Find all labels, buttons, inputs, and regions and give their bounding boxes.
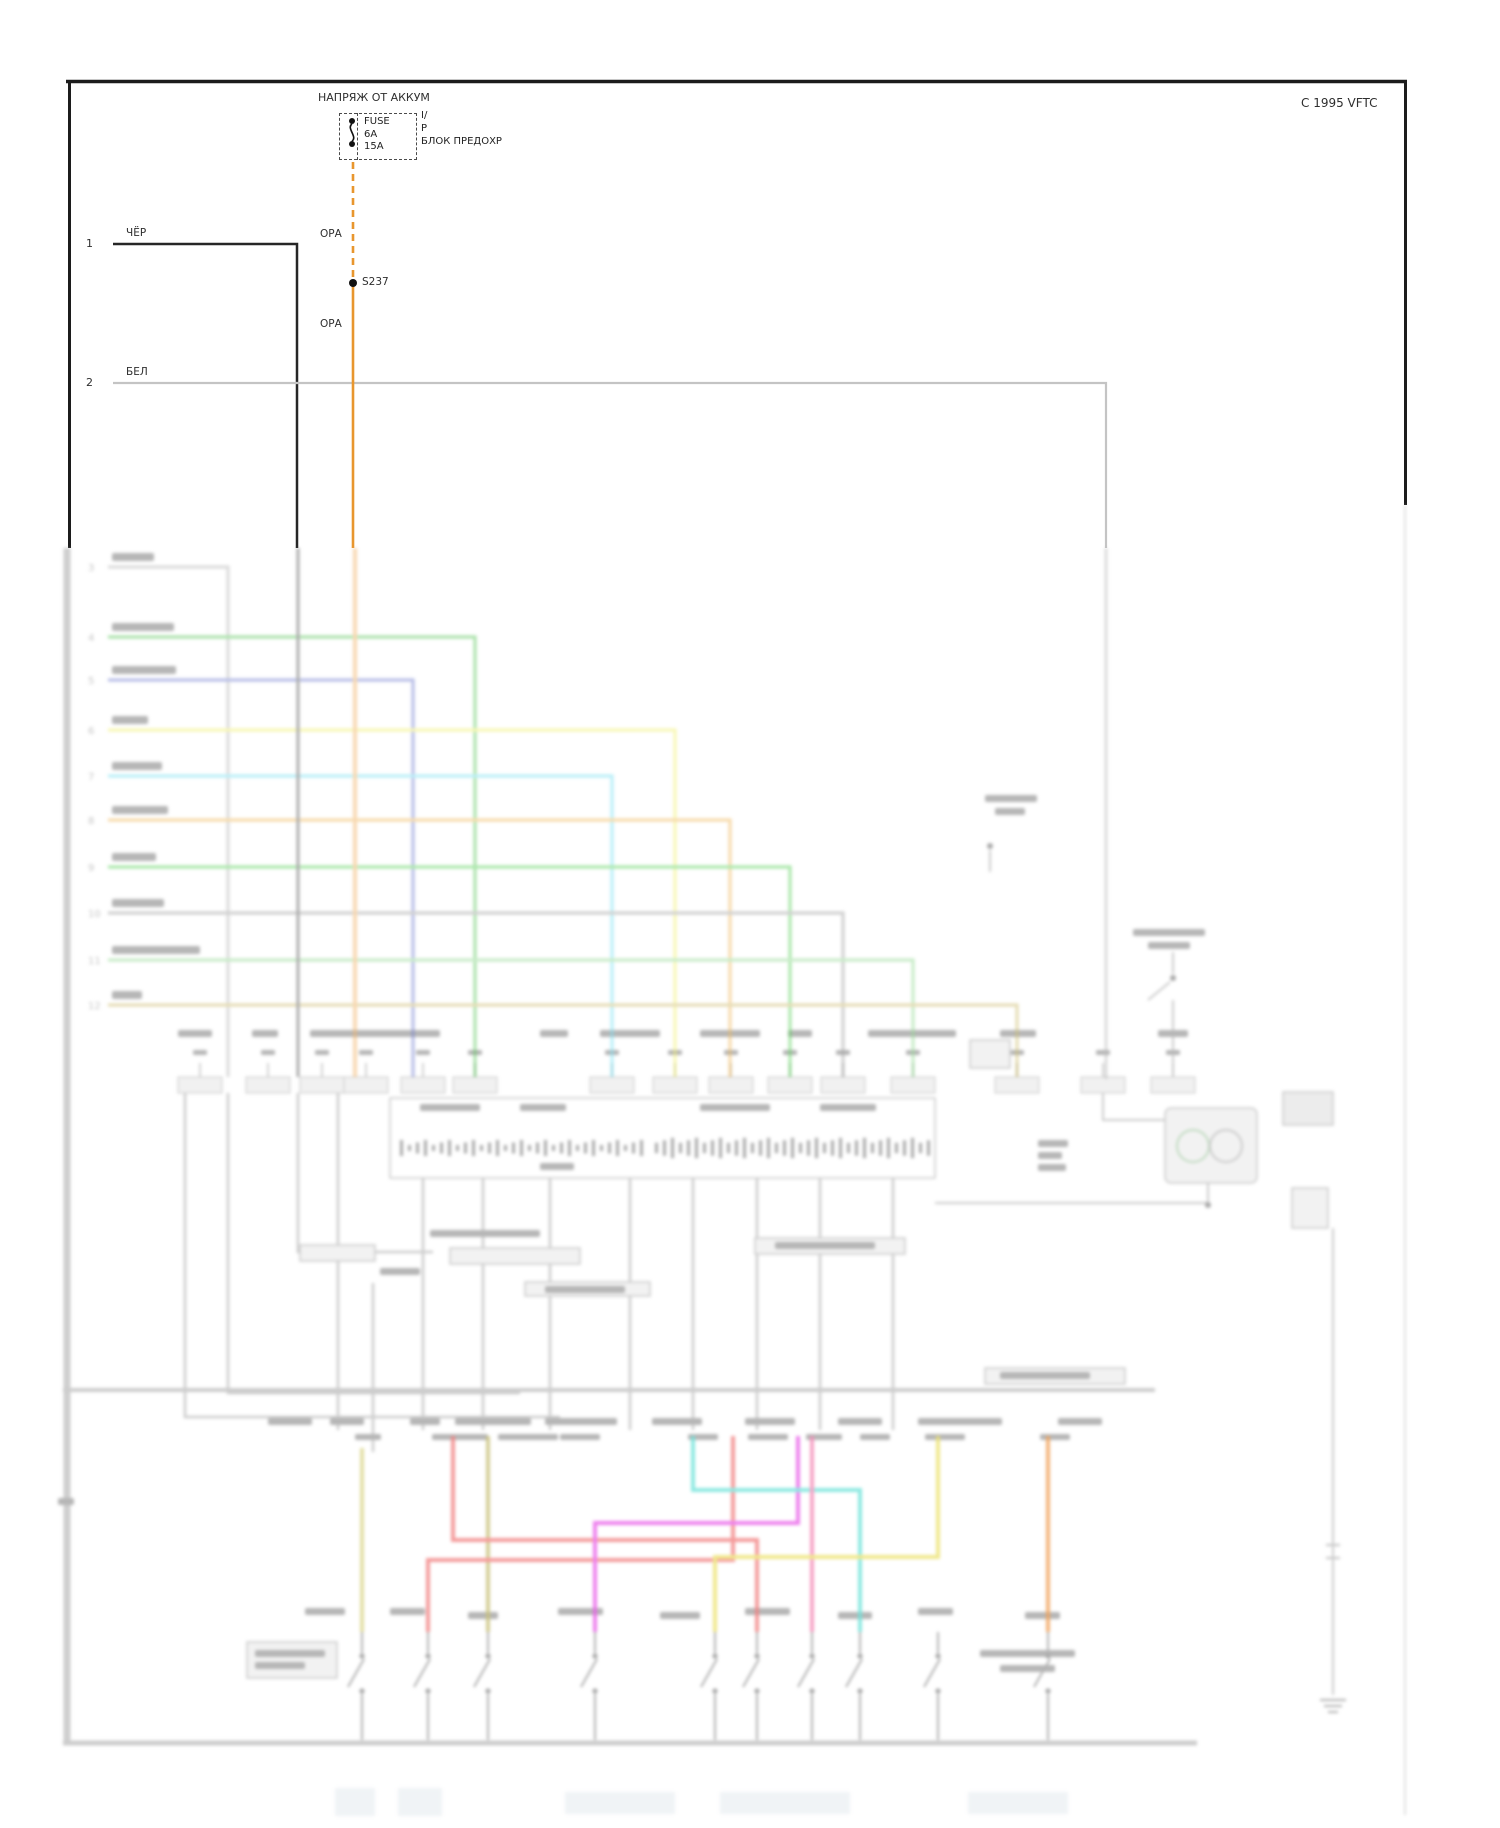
fuse-block-label: I/ P БЛОК ПРЕДОХР xyxy=(421,110,502,147)
battery-voltage-label: НАПРЯЖ ОТ АККУМ xyxy=(318,91,430,104)
svg-text:10: 10 xyxy=(88,909,101,920)
svg-text:12: 12 xyxy=(88,1001,101,1012)
fuse-rating-label: FUSE 6A 15A xyxy=(364,116,390,152)
wire2-color-label: БЕЛ xyxy=(126,366,148,378)
svg-text:3: 3 xyxy=(88,563,94,574)
orange-wire-label-top: ОРА xyxy=(320,228,342,240)
svg-text:11: 11 xyxy=(88,956,101,967)
svg-text:4: 4 xyxy=(88,633,94,644)
wire2-number: 2 xyxy=(86,376,93,389)
wire1-color-label: ЧЁР xyxy=(126,227,147,239)
svg-text:9: 9 xyxy=(88,863,94,874)
copyright-label: C 1995 VFTC xyxy=(1301,96,1378,110)
svg-text:6: 6 xyxy=(88,726,94,737)
svg-text:5: 5 xyxy=(88,676,94,687)
orange-wire-label-bottom: ОРА xyxy=(320,318,342,330)
splice-s237-label: S237 xyxy=(362,276,389,288)
svg-text:7: 7 xyxy=(88,772,94,783)
fuse-box-divider xyxy=(357,113,358,160)
wire1-number: 1 xyxy=(86,237,93,250)
fuse-box: FUSE 6A 15A xyxy=(339,113,417,160)
svg-text:8: 8 xyxy=(88,816,94,827)
